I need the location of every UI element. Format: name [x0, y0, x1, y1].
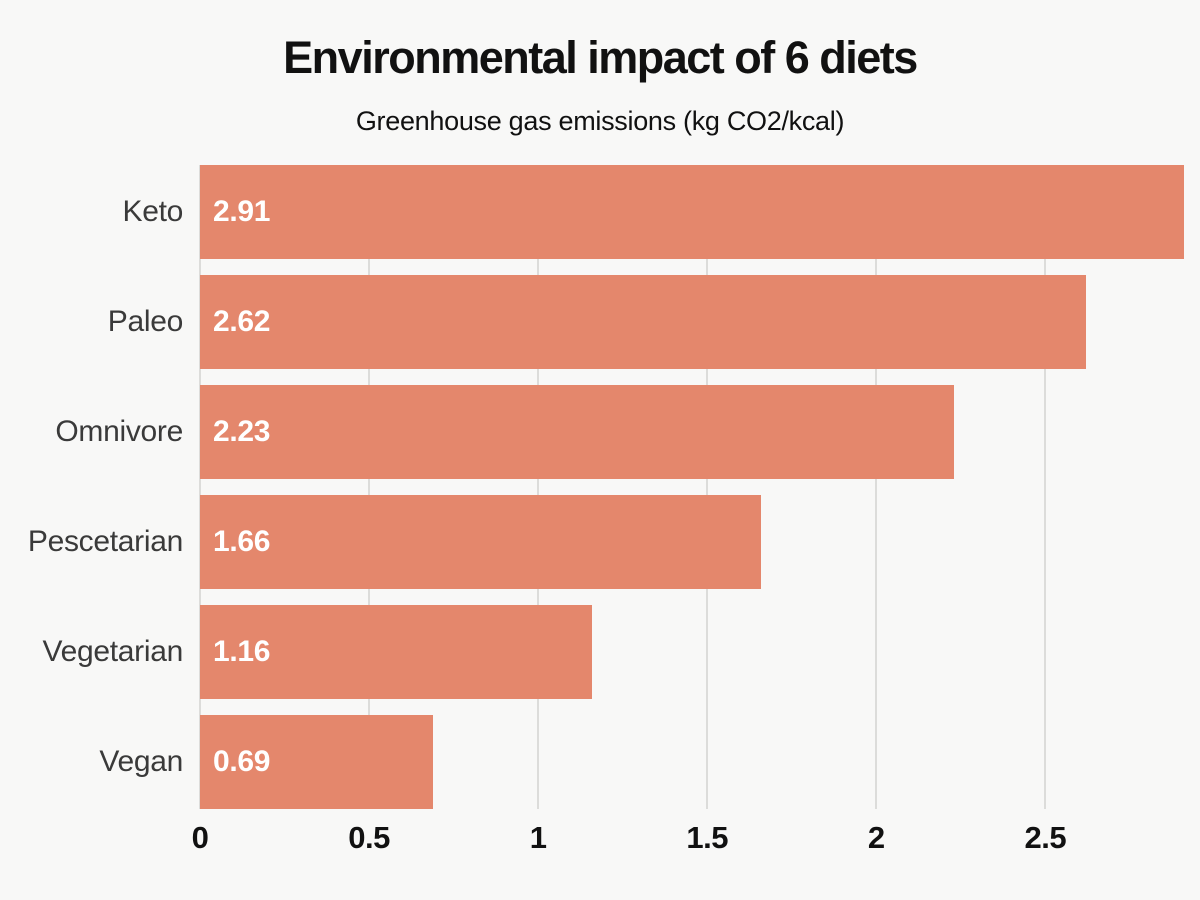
gridlines	[199, 165, 1184, 809]
bar-value-label: 0.69	[213, 745, 271, 778]
bar-rows: Keto 2.91 Paleo 2.62 Omnivore 2.23 Pesce…	[0, 165, 1184, 809]
gridline	[199, 165, 201, 809]
category-label: Paleo	[107, 305, 184, 338]
x-tick-label: 0.5	[348, 820, 390, 855]
bar-value-label: 2.91	[213, 195, 271, 228]
gridline	[1044, 165, 1047, 809]
gridline	[537, 165, 540, 809]
bar-row: Vegetarian 1.16	[0, 605, 1184, 699]
bar-track: 2.91	[200, 165, 1184, 259]
bar-row: Vegan 0.69	[0, 715, 1184, 809]
bar: 1.16	[200, 605, 593, 699]
x-tick-label: 2.5	[1024, 820, 1067, 855]
bar-value-label: 2.23	[213, 415, 271, 448]
bar-track: 0.69	[200, 715, 1184, 809]
bar: 2.23	[200, 385, 955, 479]
bar-row: Omnivore 2.23	[0, 385, 1184, 479]
category-label: Omnivore	[55, 415, 183, 448]
x-axis: 0 0.5 1 1.5 2 2.5	[192, 820, 1184, 864]
bar-track: 2.23	[200, 385, 1184, 479]
x-tick-label: 1	[529, 820, 547, 855]
x-tick-label: 0	[191, 820, 209, 855]
bar-track: 2.62	[200, 275, 1184, 369]
gridline	[368, 165, 371, 809]
bar-track: 1.66	[200, 495, 1184, 589]
bar-value-label: 1.16	[213, 635, 271, 668]
x-tick-label: 1.5	[686, 820, 729, 855]
category-label: Pescetarian	[27, 525, 183, 558]
x-tick-label: 2	[867, 820, 885, 855]
bar-value-label: 1.66	[213, 525, 271, 558]
bar: 2.62	[200, 275, 1086, 369]
category-label: Vegetarian	[42, 635, 184, 668]
bar: 0.69	[200, 715, 434, 809]
bar: 1.66	[200, 495, 762, 589]
bar-row: Paleo 2.62	[0, 275, 1184, 369]
chart-header: Environmental impact of 6 diets Greenhou…	[0, 0, 1200, 137]
gridline	[875, 165, 878, 809]
chart-subtitle: Greenhouse gas emissions (kg CO2/kcal)	[355, 106, 845, 137]
bar-value-label: 2.62	[213, 305, 271, 338]
bar-track: 1.16	[200, 605, 1184, 699]
category-label: Vegan	[99, 745, 183, 778]
category-label: Keto	[122, 195, 183, 228]
bar-row: Keto 2.91	[0, 165, 1184, 259]
bar: 2.91	[200, 165, 1184, 259]
plot-area: Keto 2.91 Paleo 2.62 Omnivore 2.23 Pesce…	[0, 165, 1184, 865]
gridline	[706, 165, 709, 809]
chart-title: Environmental impact of 6 diets	[283, 32, 918, 83]
bar-row: Pescetarian 1.66	[0, 495, 1184, 589]
